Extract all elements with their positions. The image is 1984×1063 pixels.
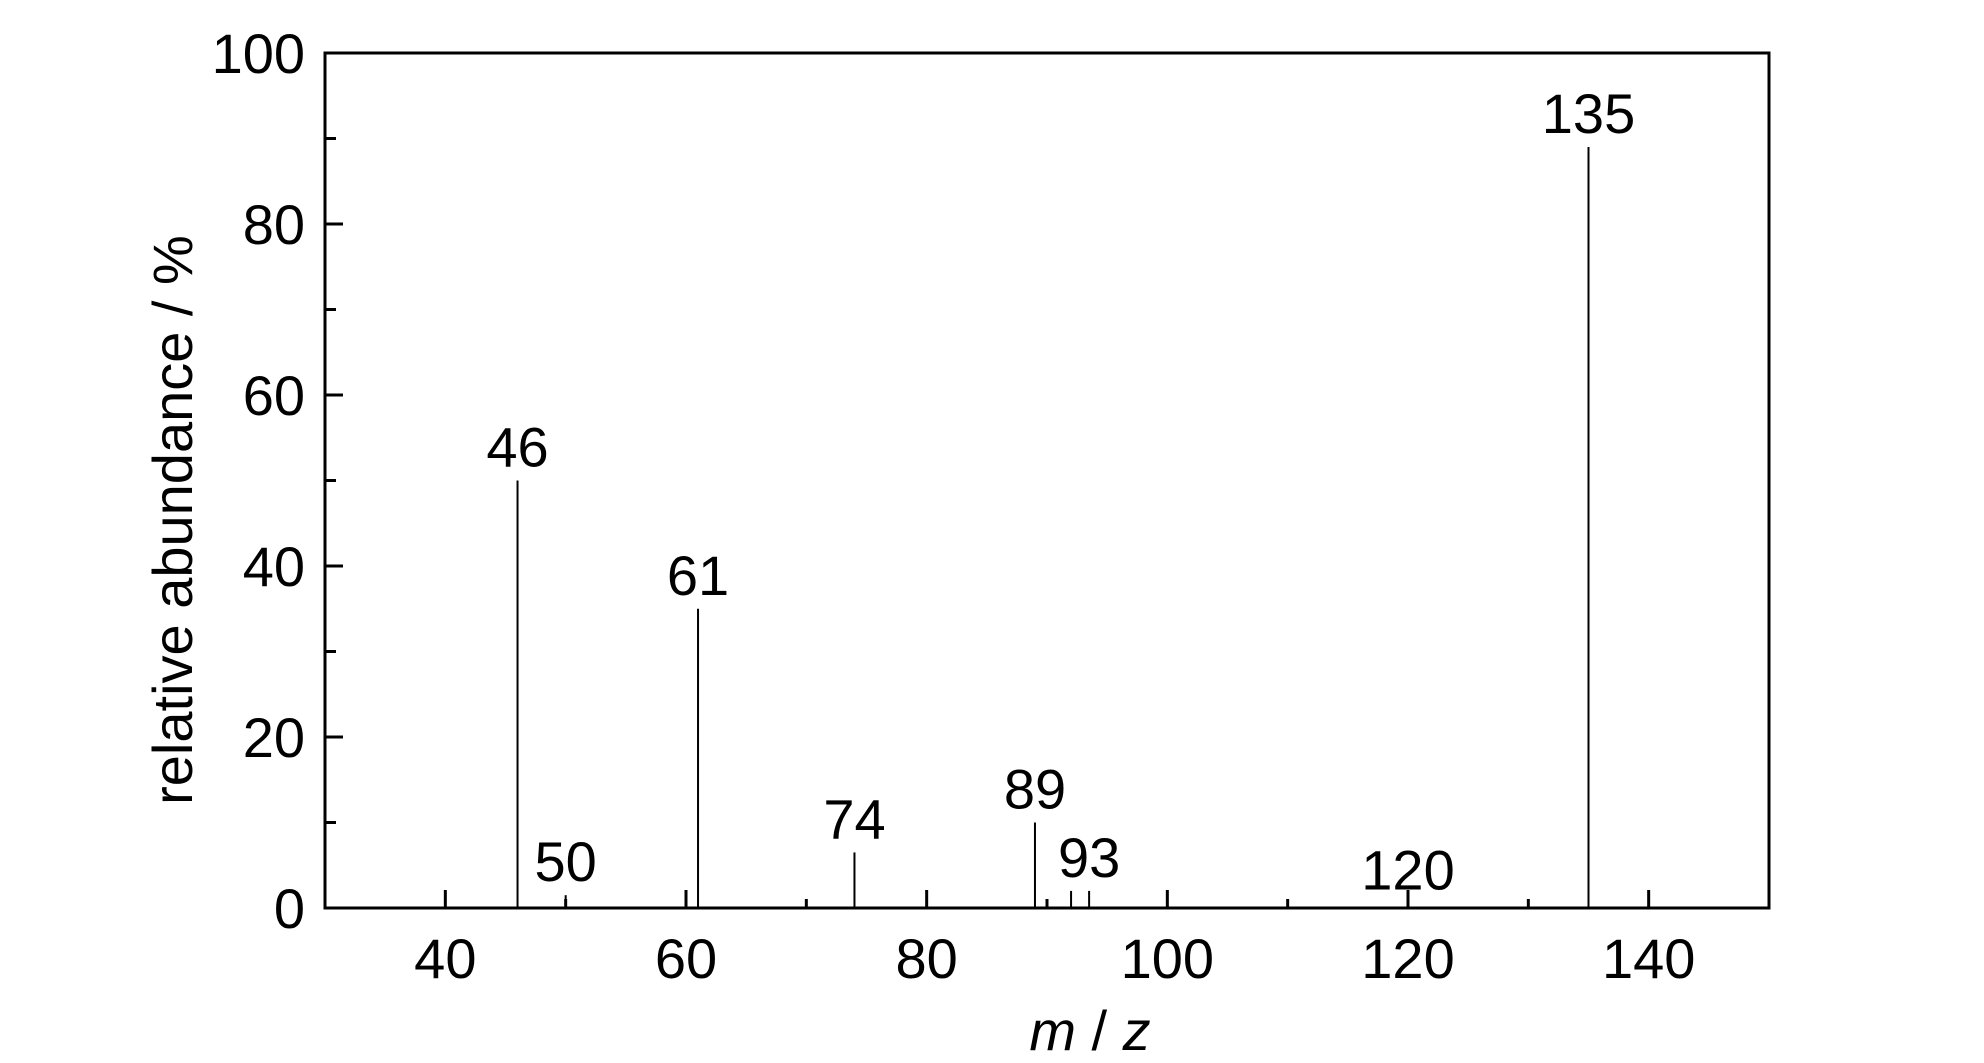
- peak-label: 61: [667, 544, 729, 607]
- peak-label: 135: [1542, 82, 1635, 145]
- x-tick-label: 80: [896, 927, 958, 990]
- peak-label: 74: [823, 787, 885, 850]
- x-axis-title-m: m: [1029, 999, 1076, 1062]
- x-tick-label: 140: [1602, 927, 1695, 990]
- x-tick-label: 40: [414, 927, 476, 990]
- x-tick-label: 60: [655, 927, 717, 990]
- peak-label: 120: [1361, 839, 1454, 902]
- x-tick-label: 120: [1361, 927, 1454, 990]
- x-axis-ticks: 40 60 80 100 120 140: [414, 890, 1695, 990]
- y-tick-label: 40: [243, 535, 305, 598]
- x-axis-title: m / z: [1029, 999, 1150, 1062]
- y-tick-label: 60: [243, 364, 305, 427]
- y-tick-label: 80: [243, 193, 305, 256]
- x-tick-label: 100: [1121, 927, 1214, 990]
- spectrum-peaks: [516, 147, 1590, 908]
- peak-label: 46: [486, 416, 548, 479]
- y-tick-label: 100: [212, 22, 305, 85]
- y-axis-title: relative abundance / %: [141, 235, 204, 805]
- peak-label: 50: [535, 830, 597, 893]
- x-axis-title-sep: /: [1076, 999, 1123, 1062]
- peak-label: 93: [1058, 826, 1120, 889]
- peak-label: 89: [1004, 758, 1066, 821]
- y-tick-label: 0: [274, 877, 305, 940]
- y-tick-label: 20: [243, 706, 305, 769]
- y-axis-ticks: 0 20 40 60 80 100: [212, 22, 343, 940]
- x-axis-title-z: z: [1122, 999, 1151, 1062]
